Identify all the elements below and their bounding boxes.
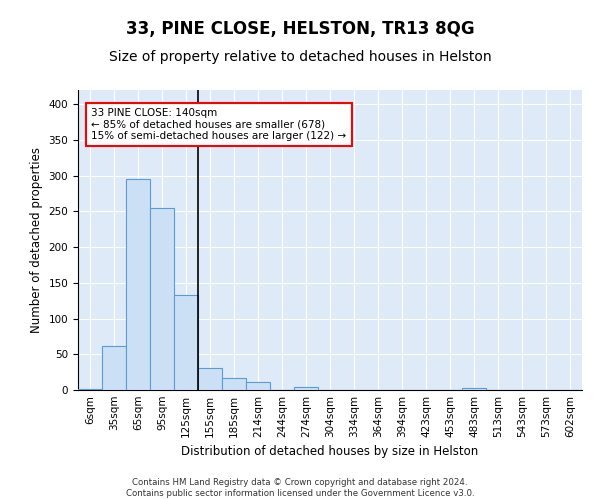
- Bar: [150, 208, 174, 390]
- Bar: [198, 368, 222, 390]
- Bar: [294, 387, 318, 390]
- Text: Contains HM Land Registry data © Crown copyright and database right 2024.
Contai: Contains HM Land Registry data © Crown c…: [125, 478, 475, 498]
- Bar: [174, 295, 198, 390]
- Bar: [222, 378, 246, 390]
- Text: 33 PINE CLOSE: 140sqm
← 85% of detached houses are smaller (678)
15% of semi-det: 33 PINE CLOSE: 140sqm ← 85% of detached …: [91, 108, 346, 141]
- Bar: [78, 388, 102, 390]
- Bar: [462, 388, 486, 390]
- Bar: [102, 346, 126, 390]
- Y-axis label: Number of detached properties: Number of detached properties: [30, 147, 43, 333]
- Text: Size of property relative to detached houses in Helston: Size of property relative to detached ho…: [109, 50, 491, 64]
- Bar: [126, 180, 150, 390]
- Bar: [246, 382, 270, 390]
- X-axis label: Distribution of detached houses by size in Helston: Distribution of detached houses by size …: [181, 446, 479, 458]
- Text: 33, PINE CLOSE, HELSTON, TR13 8QG: 33, PINE CLOSE, HELSTON, TR13 8QG: [125, 20, 475, 38]
